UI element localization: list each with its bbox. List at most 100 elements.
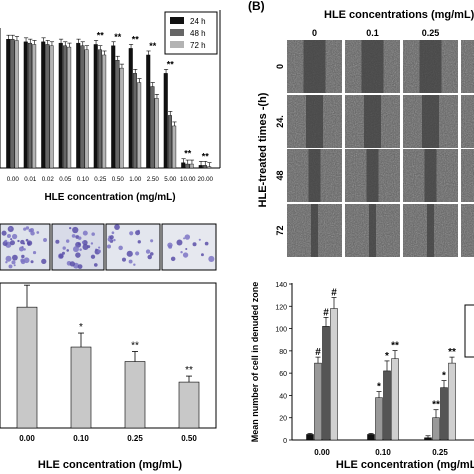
stained-cell <box>43 238 47 242</box>
stained-cell <box>62 246 66 250</box>
stained-cell <box>82 230 88 236</box>
chart3-tick-label: 0.00 <box>314 448 330 457</box>
chart1-bar <box>45 44 50 169</box>
chart2: ***** 0.00 0.10 0.25 0.50 HLE concentration… <box>0 282 217 471</box>
wound-gap <box>308 149 321 202</box>
stained-cell <box>198 238 201 241</box>
stained-cell <box>97 249 101 254</box>
legend-swatch-72h <box>170 41 184 48</box>
stained-cell <box>21 254 25 259</box>
chart3-significance-label: * <box>377 382 381 393</box>
chart3-y-tick-label: 60 <box>279 371 287 378</box>
wound-healing-panel: (B) HLE concentrations (mg/mL) HLE-treat… <box>248 0 474 257</box>
micrograph-row-label: 0 <box>275 64 285 69</box>
stained-cell <box>23 257 30 264</box>
chart3-x-label: HLE concentration (mg/mL) <box>336 459 474 471</box>
stained-cell <box>183 237 186 240</box>
legend-label-24h: 24 h <box>190 17 206 26</box>
micrograph-texture <box>461 149 474 202</box>
wound-gap <box>364 95 381 148</box>
stained-cell <box>69 261 76 267</box>
stained-cell <box>20 239 25 245</box>
stained-cell <box>118 245 123 251</box>
chart1-bar <box>167 115 172 169</box>
chart2-tick-label: 0.00 <box>19 434 35 443</box>
stained-cell <box>5 261 8 264</box>
wound-gap <box>422 95 439 148</box>
chart3-bar <box>383 370 391 441</box>
chart3-significance-label: ** <box>448 347 456 358</box>
stained-cell <box>91 232 95 236</box>
stained-cell <box>25 238 29 242</box>
chart1-bar <box>84 49 89 169</box>
stained-cell <box>184 234 191 240</box>
chart3-bar <box>322 326 330 441</box>
chart1-tick-label: 0.00 <box>7 176 20 183</box>
stained-cell <box>111 231 115 235</box>
stained-cell <box>129 231 134 236</box>
chart1-significance-label: ** <box>149 41 157 51</box>
chart1-tick-label: 10.00 <box>180 176 196 183</box>
legend-label-48h: 48 h <box>190 29 206 38</box>
micrograph-texture <box>461 95 474 148</box>
stained-cell <box>135 230 141 236</box>
legend-label-72h: 72 h <box>190 41 206 50</box>
chart1-tick-label: 0.25 <box>94 176 107 183</box>
wound-gap <box>366 149 379 202</box>
stained-cell <box>208 255 215 262</box>
wound-gap <box>419 40 442 93</box>
chart3-y-tick-label: 100 <box>275 327 287 334</box>
chart1-bar <box>172 125 177 169</box>
stained-cell <box>204 241 209 246</box>
chart1-tick-label: 2.50 <box>147 176 160 183</box>
chart1-bar <box>14 40 19 169</box>
chart1-tick-label: 0.02 <box>42 176 55 183</box>
chart2-bar <box>178 381 200 429</box>
stained-cell <box>9 240 15 246</box>
stained-cell <box>79 248 82 251</box>
stained-cell <box>32 250 37 255</box>
stained-cell <box>90 242 94 245</box>
stained-cell <box>81 241 85 244</box>
chart2-significance-label: ** <box>185 365 193 376</box>
stained-cell <box>109 235 114 240</box>
micrograph-row-label: 24. <box>275 115 285 128</box>
stained-cell <box>27 243 30 246</box>
chart3-significance-label: ** <box>432 400 440 411</box>
stained-cell <box>147 254 152 260</box>
chart1-bar <box>23 41 28 169</box>
chart3-tick-label: 0.10 <box>375 448 391 457</box>
micrograph-title: HLE concentrations (mg/mL) <box>324 9 474 21</box>
panel-b-label: (B) <box>248 0 265 13</box>
stained-cell <box>17 239 20 243</box>
chart2-bar <box>16 306 38 429</box>
stained-cell <box>150 239 154 243</box>
stained-cell <box>82 243 89 250</box>
chart3-y-tick-label: 0 <box>283 438 287 445</box>
stained-cell <box>11 233 18 240</box>
stained-cell <box>41 258 47 265</box>
chart1-bar <box>189 163 194 169</box>
chart3-bar <box>440 387 448 441</box>
chart3-bar <box>375 397 383 441</box>
chart1-x-label: HLE concentration (mg/mL) <box>44 192 175 203</box>
chart3-significance-label: # <box>323 307 329 318</box>
chart3-y-tick-label: 120 <box>275 304 287 311</box>
wound-gap <box>303 40 326 93</box>
chart3-bar <box>391 358 399 441</box>
chart3-y-tick-label: 20 <box>279 416 287 423</box>
stained-cell <box>36 231 40 234</box>
stained-cell <box>93 263 98 267</box>
chart1-bar <box>137 82 142 169</box>
stained-cell <box>58 253 64 259</box>
chart2-significance-label: ** <box>131 341 139 352</box>
stained-cell <box>13 264 16 267</box>
chart3-bar <box>432 417 440 441</box>
stained-cell <box>12 254 18 261</box>
chart1-bar <box>93 44 98 169</box>
stained-cell <box>4 239 8 243</box>
chart1-bar <box>111 45 116 169</box>
stained-cell <box>98 246 101 249</box>
chart3-y-tick-label: 80 <box>279 349 287 356</box>
